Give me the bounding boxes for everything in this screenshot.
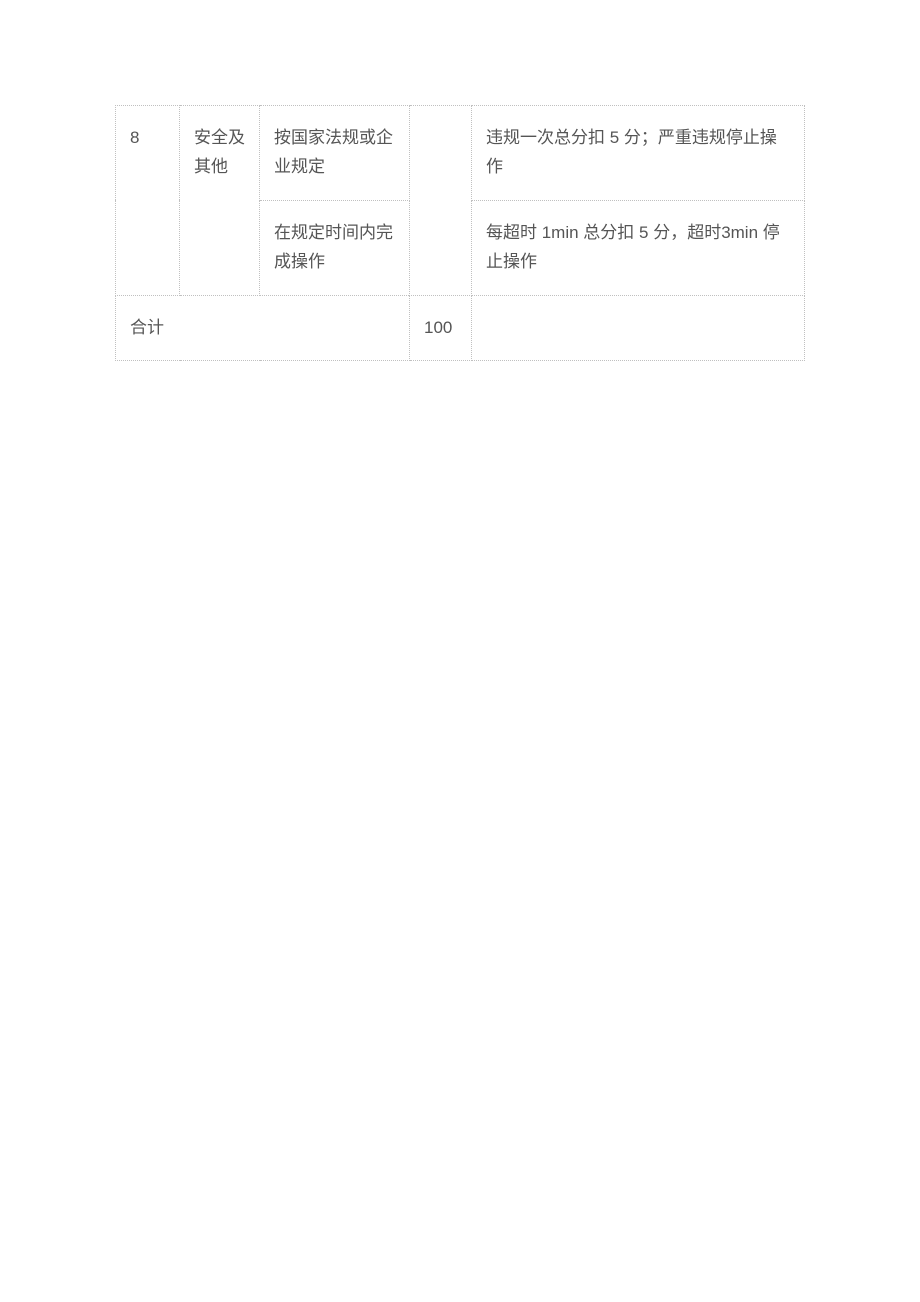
cell-index: 8 (116, 106, 180, 296)
cell-criteria: 在规定时间内完成操作 (260, 200, 410, 295)
cell-category: 安全及其他 (180, 106, 260, 296)
cell-score (410, 106, 472, 296)
table-row: 8 安全及其他 按国家法规或企业规定 违规一次总分扣 5 分；严重违规停止操作 (116, 106, 805, 201)
cell-deduction: 违规一次总分扣 5 分；严重违规停止操作 (472, 106, 805, 201)
table-row-total: 合计 100 (116, 295, 805, 361)
cell-criteria: 按国家法规或企业规定 (260, 106, 410, 201)
cell-total-note (472, 295, 805, 361)
scoring-table: 8 安全及其他 按国家法规或企业规定 违规一次总分扣 5 分；严重违规停止操作 … (115, 105, 805, 361)
cell-total-label: 合计 (116, 295, 410, 361)
cell-total-score: 100 (410, 295, 472, 361)
cell-deduction: 每超时 1min 总分扣 5 分，超时3min 停止操作 (472, 200, 805, 295)
